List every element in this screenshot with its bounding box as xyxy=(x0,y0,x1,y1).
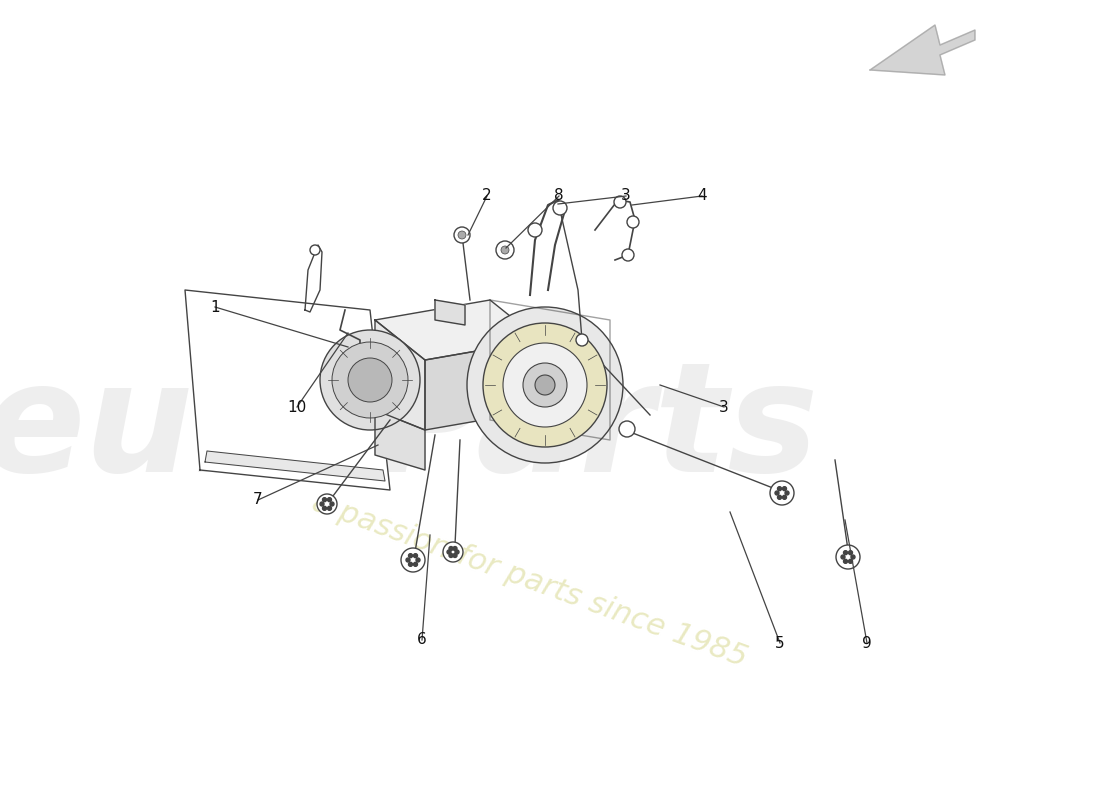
Circle shape xyxy=(778,486,781,490)
Polygon shape xyxy=(375,320,425,430)
Circle shape xyxy=(844,559,847,563)
Circle shape xyxy=(553,201,566,215)
Circle shape xyxy=(851,555,855,559)
Circle shape xyxy=(782,486,786,490)
Text: a passion for parts since 1985: a passion for parts since 1985 xyxy=(308,487,751,673)
Circle shape xyxy=(483,323,607,447)
Circle shape xyxy=(414,554,418,558)
Circle shape xyxy=(320,330,420,430)
Polygon shape xyxy=(425,340,540,430)
Text: euroParts: euroParts xyxy=(0,355,818,505)
Circle shape xyxy=(836,545,860,569)
Text: 10: 10 xyxy=(287,399,307,414)
Circle shape xyxy=(408,554,412,558)
Polygon shape xyxy=(375,300,540,360)
Circle shape xyxy=(406,558,410,562)
Circle shape xyxy=(416,558,420,562)
Circle shape xyxy=(449,554,453,558)
Text: 3: 3 xyxy=(719,399,729,414)
Circle shape xyxy=(496,241,514,259)
Circle shape xyxy=(320,502,324,506)
Circle shape xyxy=(848,559,852,563)
Polygon shape xyxy=(185,290,390,490)
Circle shape xyxy=(770,481,794,505)
Circle shape xyxy=(621,249,634,261)
Text: 9: 9 xyxy=(862,635,872,650)
Circle shape xyxy=(328,498,331,502)
Circle shape xyxy=(332,342,408,418)
Circle shape xyxy=(785,491,789,495)
Circle shape xyxy=(322,498,327,502)
Text: 7: 7 xyxy=(253,493,263,507)
Polygon shape xyxy=(375,410,425,470)
Circle shape xyxy=(348,358,392,402)
Circle shape xyxy=(310,245,320,255)
Text: 1: 1 xyxy=(210,299,220,314)
Circle shape xyxy=(528,223,542,237)
Text: 8: 8 xyxy=(554,189,564,203)
Circle shape xyxy=(576,334,588,346)
Circle shape xyxy=(503,343,587,427)
Circle shape xyxy=(322,506,327,510)
Circle shape xyxy=(458,231,466,239)
Circle shape xyxy=(455,550,459,554)
Polygon shape xyxy=(205,451,385,481)
Text: 4: 4 xyxy=(697,189,707,203)
Circle shape xyxy=(454,227,470,243)
Circle shape xyxy=(535,375,556,395)
Text: 5: 5 xyxy=(776,635,784,650)
Circle shape xyxy=(414,562,418,566)
Circle shape xyxy=(453,546,456,550)
Text: 2: 2 xyxy=(482,189,492,203)
Circle shape xyxy=(776,491,779,495)
Circle shape xyxy=(782,495,786,499)
Circle shape xyxy=(328,506,331,510)
Circle shape xyxy=(522,363,566,407)
Polygon shape xyxy=(434,300,465,325)
Circle shape xyxy=(317,494,337,514)
Circle shape xyxy=(453,554,456,558)
Circle shape xyxy=(778,495,781,499)
Circle shape xyxy=(447,550,451,554)
Circle shape xyxy=(842,555,845,559)
Text: 6: 6 xyxy=(417,633,427,647)
Text: 3: 3 xyxy=(621,189,631,203)
Circle shape xyxy=(844,550,847,554)
Polygon shape xyxy=(870,25,975,75)
Circle shape xyxy=(614,196,626,208)
Circle shape xyxy=(500,246,509,254)
Circle shape xyxy=(468,307,623,463)
Circle shape xyxy=(848,550,852,554)
Circle shape xyxy=(619,421,635,437)
Circle shape xyxy=(408,562,412,566)
Circle shape xyxy=(330,502,334,506)
Circle shape xyxy=(627,216,639,228)
Circle shape xyxy=(443,542,463,562)
Circle shape xyxy=(449,546,453,550)
Circle shape xyxy=(402,548,425,572)
